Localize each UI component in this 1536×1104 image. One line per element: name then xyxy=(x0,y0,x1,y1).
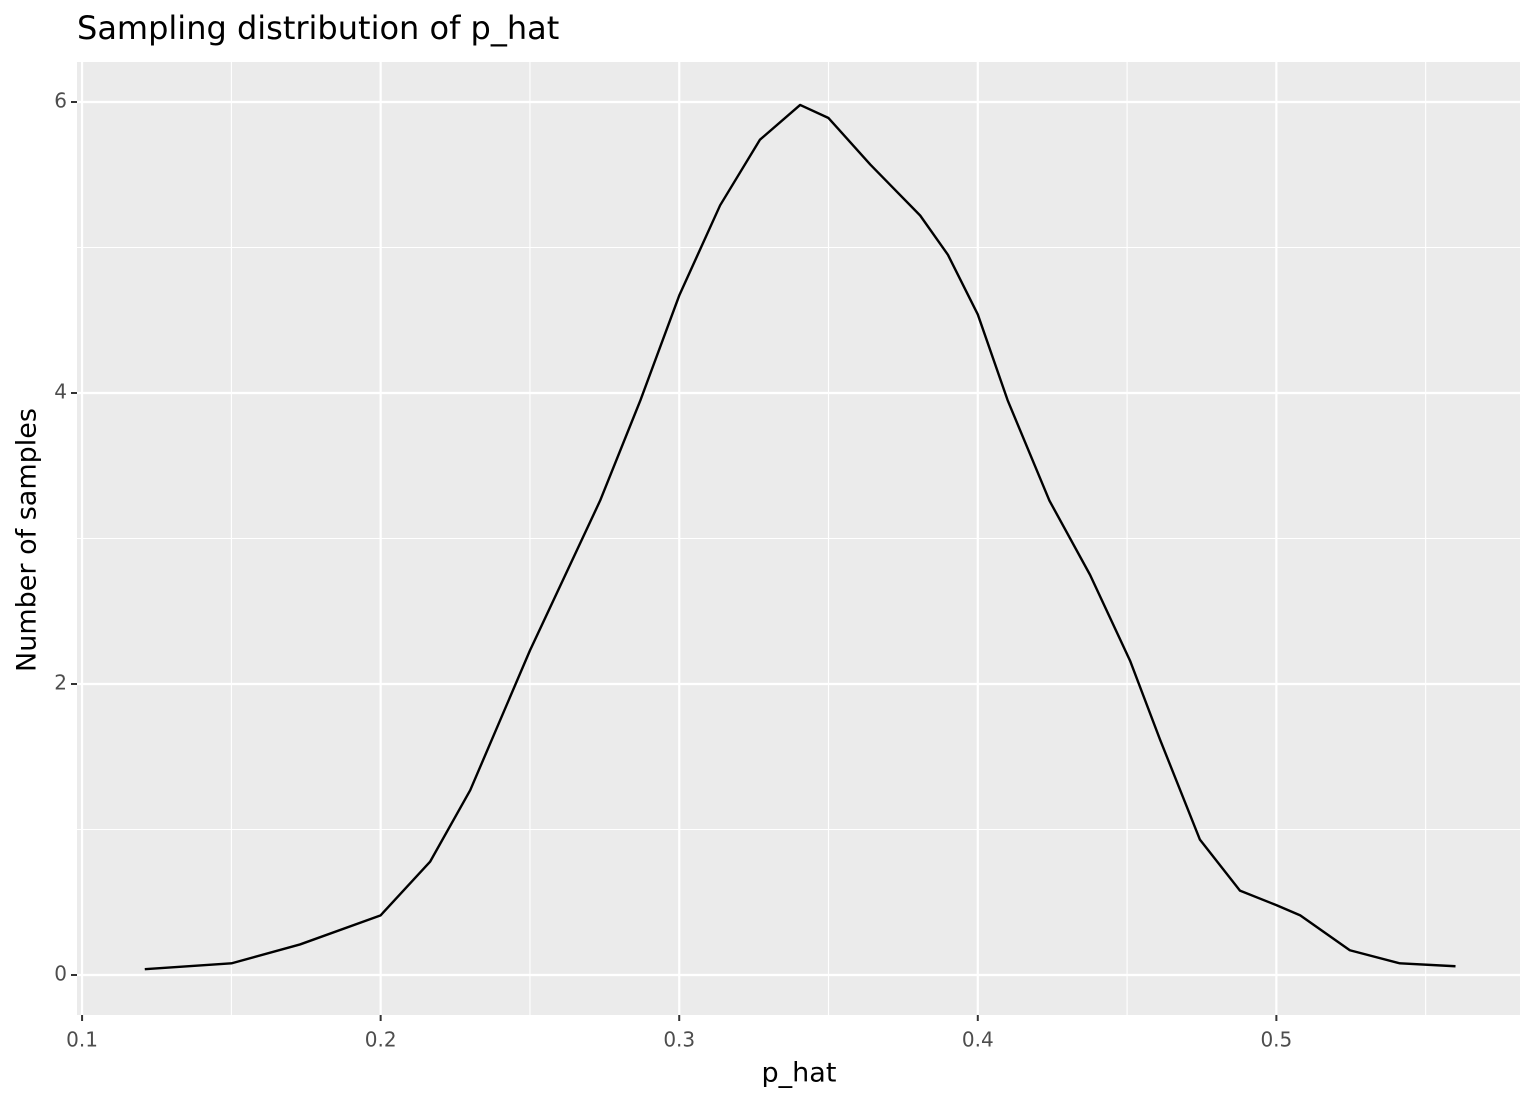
density-line xyxy=(144,103,1456,971)
x-tick-label: 0.1 xyxy=(66,1028,98,1052)
x-tick-label: 0.3 xyxy=(663,1028,695,1052)
y-tick-label: 6 xyxy=(54,89,67,113)
y-tick-label: 2 xyxy=(54,670,67,694)
x-tick-label: 0.2 xyxy=(365,1028,397,1052)
x-tick-label: 0.5 xyxy=(1260,1028,1292,1052)
y-tick-label: 4 xyxy=(54,380,67,404)
x-tick-label: 0.4 xyxy=(962,1028,994,1052)
y-axis-title: Number of samples xyxy=(12,408,43,672)
x-axis-title: p_hat xyxy=(762,1058,837,1089)
y-tick-label: 0 xyxy=(54,961,67,985)
chart-title: Sampling distribution of p_hat xyxy=(77,9,559,47)
